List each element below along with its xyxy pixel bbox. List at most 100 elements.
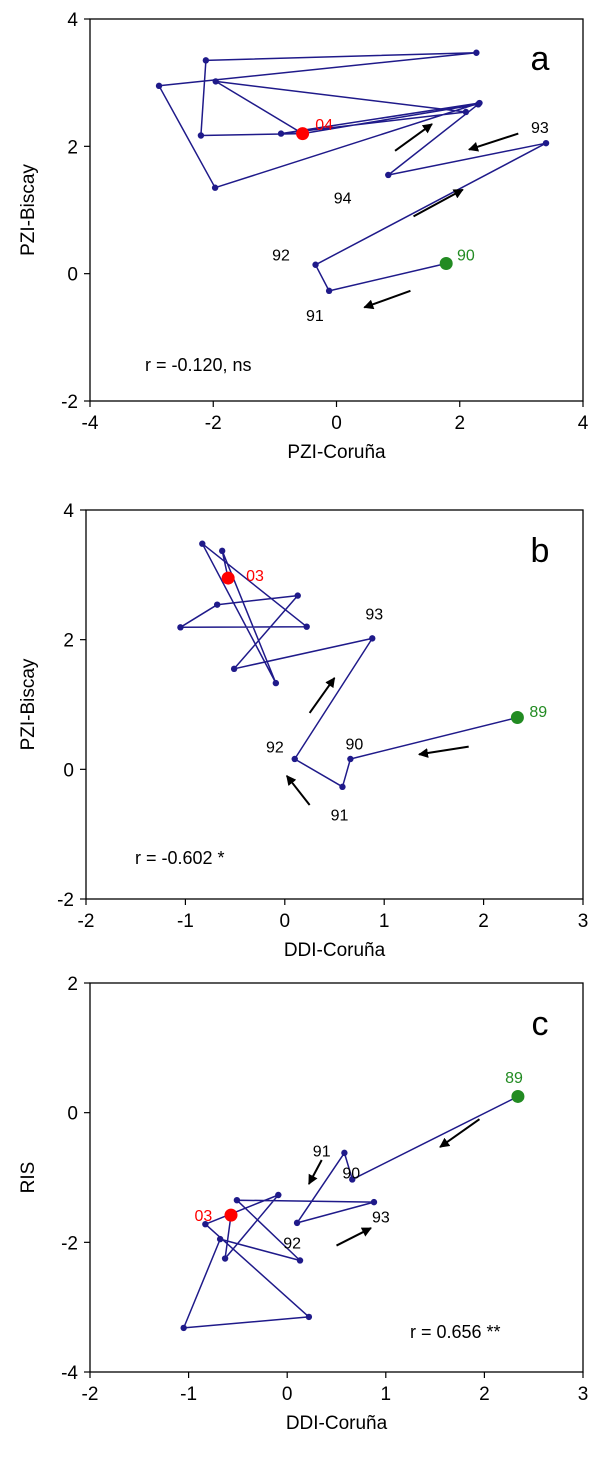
data-point xyxy=(385,171,392,179)
data-point xyxy=(155,82,163,90)
data-point xyxy=(476,99,483,107)
data-point xyxy=(233,1196,241,1204)
data-point xyxy=(221,1255,229,1262)
x-tick-label: 2 xyxy=(478,911,489,932)
y-tick-label: 2 xyxy=(63,631,74,652)
plot-frame xyxy=(85,509,584,900)
x-tick-label: -2 xyxy=(78,911,95,932)
year-label: 94 xyxy=(334,190,352,207)
x-tick-label: 2 xyxy=(479,1384,490,1405)
year-label: 03 xyxy=(194,1208,212,1225)
data-point xyxy=(272,679,280,687)
data-point xyxy=(277,130,285,137)
series-line xyxy=(179,542,518,788)
year-label: 04 xyxy=(315,117,333,134)
data-point xyxy=(230,665,238,673)
data-point xyxy=(211,184,219,191)
panel-a: -4 -2 0 2 4420-2PZI-CoruñaPZI-Biscay90919293… xyxy=(18,10,589,463)
direction-arrow xyxy=(439,1118,481,1148)
data-point xyxy=(339,783,346,791)
correlation-stat: r = -0.120, ns xyxy=(145,355,252,375)
y-tick-label: 2 xyxy=(67,974,78,995)
start-marker xyxy=(510,710,524,724)
data-point xyxy=(212,78,219,85)
panel-label: c xyxy=(532,1005,549,1043)
x-tick-label: 3 xyxy=(578,911,589,932)
data-point xyxy=(369,635,376,642)
x-tick-label: 0 xyxy=(280,911,291,932)
y-tick-label: 0 xyxy=(63,760,74,781)
data-point xyxy=(296,1257,304,1264)
direction-arrow xyxy=(308,1159,323,1185)
y-axis-label: RIS xyxy=(18,1162,39,1194)
data-point xyxy=(177,624,184,631)
year-label: 93 xyxy=(531,120,549,137)
year-label: 93 xyxy=(372,1209,390,1226)
data-point xyxy=(202,57,210,64)
series-line xyxy=(158,51,547,292)
data-point xyxy=(291,755,298,763)
end-marker xyxy=(296,127,310,141)
x-tick-label: 3 xyxy=(578,1384,589,1405)
year-label: 90 xyxy=(457,248,475,265)
start-marker xyxy=(511,1089,525,1103)
data-point xyxy=(293,1219,301,1227)
year-label: 92 xyxy=(283,1235,301,1252)
data-point xyxy=(341,1149,348,1157)
panel-label: a xyxy=(531,40,550,78)
x-tick-label: -2 xyxy=(205,413,222,434)
direction-arrow xyxy=(286,775,311,806)
x-tick-label: 4 xyxy=(578,413,589,434)
y-tick-label: -4 xyxy=(61,1363,78,1384)
series-line xyxy=(182,1095,519,1329)
data-point xyxy=(303,623,310,630)
year-label: 91 xyxy=(331,808,349,825)
x-tick-label: 0 xyxy=(282,1384,293,1405)
direction-arrow xyxy=(308,677,336,714)
year-label: 92 xyxy=(266,740,284,757)
data-point xyxy=(214,601,221,608)
x-tick-label: -1 xyxy=(177,911,194,932)
panel-b: -2 -1 0 1 2 3 4 2 0 -2 DDI-Coruña PZI-Biscay 89 90 91 9… xyxy=(18,501,588,961)
direction-arrow xyxy=(336,1227,372,1247)
start-marker xyxy=(439,256,453,270)
data-point xyxy=(325,287,333,295)
data-point xyxy=(542,139,550,147)
x-axis-label: DDI-Coruña xyxy=(286,1413,388,1434)
direction-arrow xyxy=(413,188,464,218)
year-label: 91 xyxy=(306,308,324,325)
year-label: 93 xyxy=(365,607,383,624)
y-tick-label: -2 xyxy=(61,392,78,413)
year-label: 89 xyxy=(505,1070,523,1087)
direction-arrow xyxy=(468,132,519,152)
direction-arrow xyxy=(418,745,469,758)
data-point xyxy=(312,261,319,268)
x-tick-label: -4 xyxy=(82,413,99,434)
data-point xyxy=(294,592,301,599)
data-point xyxy=(199,540,206,547)
data-point xyxy=(216,1235,224,1243)
year-label: 03 xyxy=(246,568,264,585)
year-label: 90 xyxy=(342,1165,360,1182)
y-tick-label: 4 xyxy=(63,501,74,522)
x-axis-label: PZI-Coruña xyxy=(287,442,386,463)
data-point xyxy=(370,1198,378,1206)
panel-c: -2 -1 0 1 2 320-2-4DDI-CoruñaRIS899091929303c… xyxy=(18,974,588,1434)
x-tick-label: 0 xyxy=(331,413,342,434)
data-point xyxy=(202,1220,209,1228)
year-label: 91 xyxy=(313,1143,331,1160)
x-tick-label: 2 xyxy=(454,413,465,434)
data-point xyxy=(349,1176,356,1183)
x-tick-label: -1 xyxy=(180,1384,197,1405)
plot-frame xyxy=(89,18,584,402)
data-point xyxy=(462,108,470,116)
plot-frame xyxy=(89,982,584,1373)
y-tick-label: 0 xyxy=(67,265,78,286)
direction-arrow xyxy=(394,123,433,152)
data-point xyxy=(197,132,205,139)
year-label: 90 xyxy=(345,736,363,753)
year-label: 89 xyxy=(529,704,547,721)
y-axis-label: PZI-Biscay xyxy=(18,164,39,256)
correlation-stat: r = 0.656 ** xyxy=(410,1322,501,1342)
